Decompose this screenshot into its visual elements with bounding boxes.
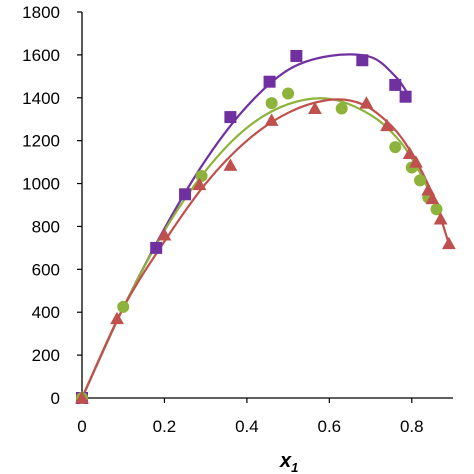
y-tick-label: 1200	[22, 132, 60, 151]
triangle-marker	[359, 96, 374, 109]
y-tick-label: 0	[51, 389, 60, 408]
x-tick-label: 0.4	[235, 417, 259, 436]
y-tick-label: 1800	[22, 3, 60, 22]
triangle-marker	[308, 101, 322, 115]
triangle-marker	[192, 177, 207, 191]
x-tick-label: 0	[77, 417, 86, 436]
circle-marker	[414, 174, 427, 187]
x-tick-label: 0.8	[400, 417, 424, 436]
y-tick-label: 200	[32, 346, 60, 365]
square-marker	[290, 49, 303, 62]
triangle-marker	[421, 183, 436, 196]
y-tick-label: 600	[32, 260, 60, 279]
circle-marker	[282, 87, 295, 100]
circle-marker	[265, 97, 278, 110]
square-marker	[356, 54, 369, 67]
y-tick-label: 1600	[22, 46, 60, 65]
triangle-marker	[409, 155, 423, 168]
y-tick-label: 400	[32, 303, 60, 322]
data-markers	[75, 49, 456, 404]
triangle-marker	[380, 118, 394, 132]
triangle-marker	[441, 236, 456, 250]
triangle-marker	[402, 146, 417, 160]
circle-marker	[195, 170, 208, 183]
square-marker	[224, 111, 237, 124]
square-marker	[263, 75, 276, 88]
square-marker	[179, 188, 192, 201]
square-marker	[150, 241, 163, 254]
y-tick-label: 800	[32, 217, 60, 236]
circle-series-fit-line	[81, 97, 438, 399]
circle-marker	[430, 203, 443, 216]
x-axis-title: x1	[279, 450, 298, 474]
axes: 0 200 400 600 800 1000 1200 1400 1600 1800 0 0.2 0.4…	[22, 3, 453, 436]
circle-marker	[117, 300, 130, 313]
triangle-marker	[157, 228, 172, 241]
triangle-marker	[425, 191, 440, 205]
fit-lines	[81, 53, 450, 399]
x-axis-title-subscript: 1	[291, 460, 298, 474]
y-tick-label: 1400	[22, 89, 60, 108]
triangle-marker	[75, 391, 89, 404]
x-tick-label: 0.6	[318, 417, 342, 436]
square-series-fit-line	[81, 53, 409, 399]
circle-marker	[389, 141, 402, 154]
x-tick-label: 0.2	[153, 417, 177, 436]
x-axis-title-main: x	[279, 450, 292, 472]
circle-marker	[335, 102, 348, 115]
square-marker	[389, 78, 402, 91]
triangle-marker	[110, 311, 124, 325]
triangle-marker	[264, 113, 279, 126]
y-tick-label: 1000	[22, 175, 60, 194]
triangle-marker	[433, 212, 448, 225]
triangle-marker	[223, 158, 238, 171]
square-marker	[399, 90, 412, 103]
